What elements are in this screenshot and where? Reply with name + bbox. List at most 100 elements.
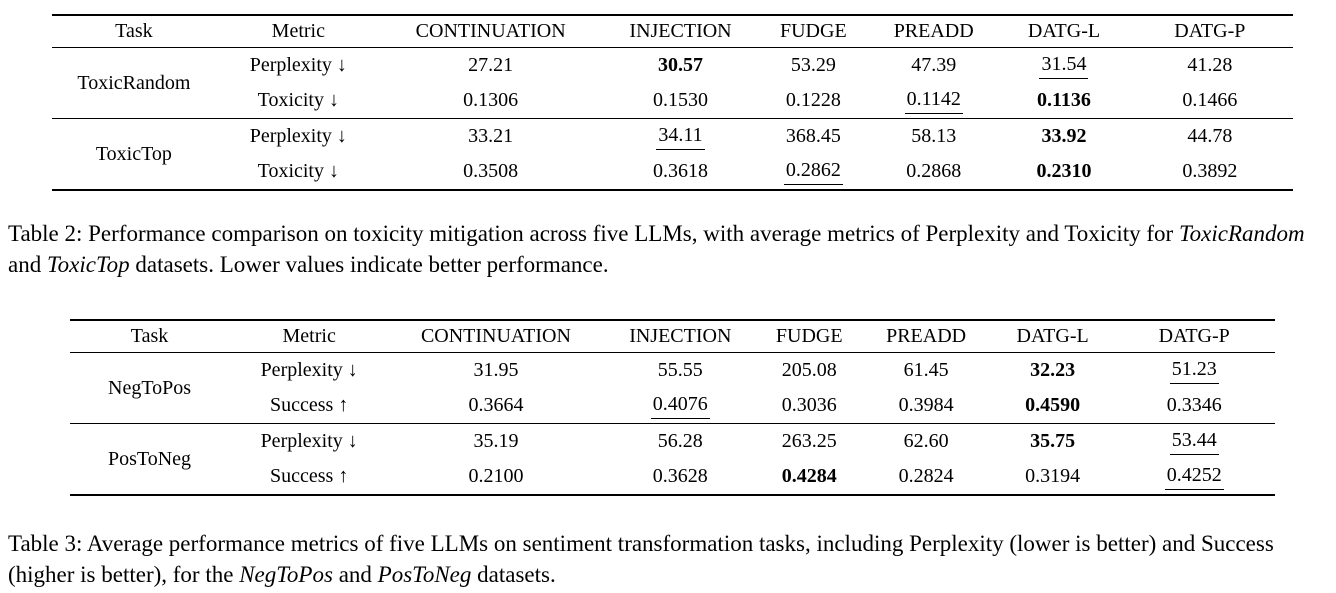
value-cell: 0.1228 [761, 83, 866, 119]
best-value: 35.75 [1030, 430, 1076, 452]
value-cell: 0.1530 [601, 83, 761, 119]
value-cell: 47.39 [866, 48, 1001, 84]
best-value: 0.1136 [1037, 89, 1091, 111]
value-cell: 0.3036 [758, 388, 860, 424]
value-cell: 33.21 [381, 119, 601, 155]
column-header: INJECTION [602, 320, 759, 353]
metric-value: 0.1530 [653, 89, 709, 111]
table2-caption: Table 2: Performance comparison on toxic… [8, 218, 1330, 280]
value-cell: 263.25 [758, 424, 860, 460]
metric-cell: Perplexity ↓ [249, 54, 347, 76]
best-value: 30.57 [658, 54, 704, 76]
value-cell: 0.3508 [381, 154, 601, 190]
value-cell: 0.3664 [389, 388, 602, 424]
column-header: FUDGE [758, 320, 861, 353]
value-cell: 0.2868 [866, 154, 1001, 190]
metric-value: 41.28 [1187, 54, 1233, 76]
dataset-name: ToxicTop [46, 252, 130, 277]
metric-value: 205.08 [781, 359, 837, 381]
table3-caption: Table 3: Average performance metrics of … [8, 528, 1330, 590]
table-row: NegToPos Perplexity ↓ 31.95 55.55 205.08 61.4… [70, 353, 1275, 399]
table-row: ToxicTop Perplexity ↓ 33.21 34.11 368.45 58.1… [52, 119, 1293, 165]
table-row: Toxicity ↓ 0.3508 0.3618 0.2862 0.2868 0.2310… [52, 154, 1293, 190]
metric-value: 0.3892 [1182, 160, 1238, 182]
dataset-name: PosToNeg [377, 562, 472, 587]
best-value: 0.4590 [1025, 394, 1081, 416]
metric-value: 35.19 [473, 430, 519, 452]
metric-value: 61.45 [903, 359, 949, 381]
best-value: 33.92 [1041, 125, 1087, 147]
value-cell: 35.75 [992, 424, 1114, 460]
value-cell: 0.2824 [860, 459, 991, 495]
task-group: PosToNeg Perplexity ↓ 35.19 56.28 263.25 62.6… [70, 423, 1275, 496]
column-header: CONTINUATION [380, 15, 601, 48]
value-cell: 53.44 [1113, 424, 1275, 460]
metric-value: 44.78 [1187, 125, 1233, 147]
value-cell: 0.2100 [389, 459, 602, 495]
value-cell: 33.92 [1001, 119, 1126, 155]
caption-text: datasets. Lower values indicate better p… [129, 252, 609, 277]
column-header: DATG-P [1126, 15, 1293, 48]
value-cell: 0.4284 [758, 459, 860, 495]
metric-value: 55.55 [657, 359, 703, 381]
metric-value: 58.13 [911, 125, 957, 147]
task-cell: PosToNeg [108, 447, 192, 470]
caption-text: datasets. [471, 562, 556, 587]
value-cell: 0.1306 [381, 83, 601, 119]
best-value: 32.23 [1030, 359, 1076, 381]
results-table: Task Metric CONTINUATION INJECTION FUDGE PREA… [70, 319, 1275, 496]
metric-value: 0.3984 [898, 394, 954, 416]
metric-cell: Perplexity ↓ [260, 430, 358, 452]
column-header: Metric [229, 320, 390, 353]
value-cell: 55.55 [603, 353, 758, 389]
second-best-value: 0.2862 [783, 159, 843, 185]
task-group: ToxicRandom Perplexity ↓ 27.21 30.57 53.29 47… [52, 48, 1293, 119]
column-header: FUDGE [760, 15, 867, 48]
metric-value: 0.3194 [1025, 465, 1081, 487]
value-cell: 30.57 [601, 48, 761, 84]
metric-cell: Toxicity ↓ [257, 89, 339, 111]
metric-value: 0.3618 [653, 160, 709, 182]
best-value: 0.4284 [781, 465, 837, 487]
metric-value: 0.3664 [468, 394, 524, 416]
metric-cell: Perplexity ↓ [249, 125, 347, 147]
metric-cell: Success ↑ [270, 465, 349, 487]
metric-value: 33.21 [468, 125, 514, 147]
second-best-value: 0.4076 [650, 393, 710, 419]
results-table: Task Metric CONTINUATION INJECTION FUDGE PREA… [52, 14, 1293, 191]
value-cell: 44.78 [1127, 119, 1293, 155]
column-header: PREADD [866, 15, 1002, 48]
metric-value: 0.3036 [781, 394, 837, 416]
metric-value: 0.3628 [652, 465, 708, 487]
toxicity-mitigation-table: Task Metric CONTINUATION INJECTION FUDGE PREA… [52, 14, 1293, 191]
metric-value: 62.60 [903, 430, 949, 452]
metric-value: 0.1228 [785, 89, 841, 111]
value-cell: 0.3194 [992, 459, 1114, 495]
task-cell: ToxicTop [95, 142, 172, 165]
value-cell: 0.2862 [761, 154, 866, 190]
second-best-value: 0.4252 [1164, 464, 1224, 490]
value-cell: 61.45 [860, 353, 991, 389]
second-best-value: 34.11 [656, 124, 705, 150]
value-cell: 0.3628 [603, 459, 758, 495]
table-row: Success ↑ 0.3664 0.4076 0.3036 0.3984 0.4590 0… [70, 388, 1275, 424]
column-header: Task [52, 15, 216, 48]
value-cell: 0.3892 [1127, 154, 1293, 190]
value-cell: 31.95 [389, 353, 602, 389]
value-cell: 0.3984 [860, 388, 991, 424]
metric-value: 0.1466 [1182, 89, 1238, 111]
column-header: DATG-L [1001, 15, 1127, 48]
task-group: NegToPos Perplexity ↓ 31.95 55.55 205.08 61.4… [70, 353, 1275, 424]
value-cell: 0.4252 [1113, 459, 1275, 495]
metric-value: 0.2100 [468, 465, 524, 487]
metric-value: 368.45 [785, 125, 841, 147]
metric-value: 0.3346 [1166, 394, 1222, 416]
value-cell: 0.1136 [1001, 83, 1126, 119]
table-row: PosToNeg Perplexity ↓ 35.19 56.28 263.25 62.6… [70, 424, 1275, 470]
dataset-name: NegToPos [239, 562, 333, 587]
second-best-value: 31.54 [1039, 53, 1089, 79]
column-header: DATG-L [991, 320, 1114, 353]
table-row: Success ↑ 0.2100 0.3628 0.4284 0.2824 0.3194 0… [70, 459, 1275, 495]
metric-value: 47.39 [911, 54, 957, 76]
metric-cell: Perplexity ↓ [260, 359, 358, 381]
